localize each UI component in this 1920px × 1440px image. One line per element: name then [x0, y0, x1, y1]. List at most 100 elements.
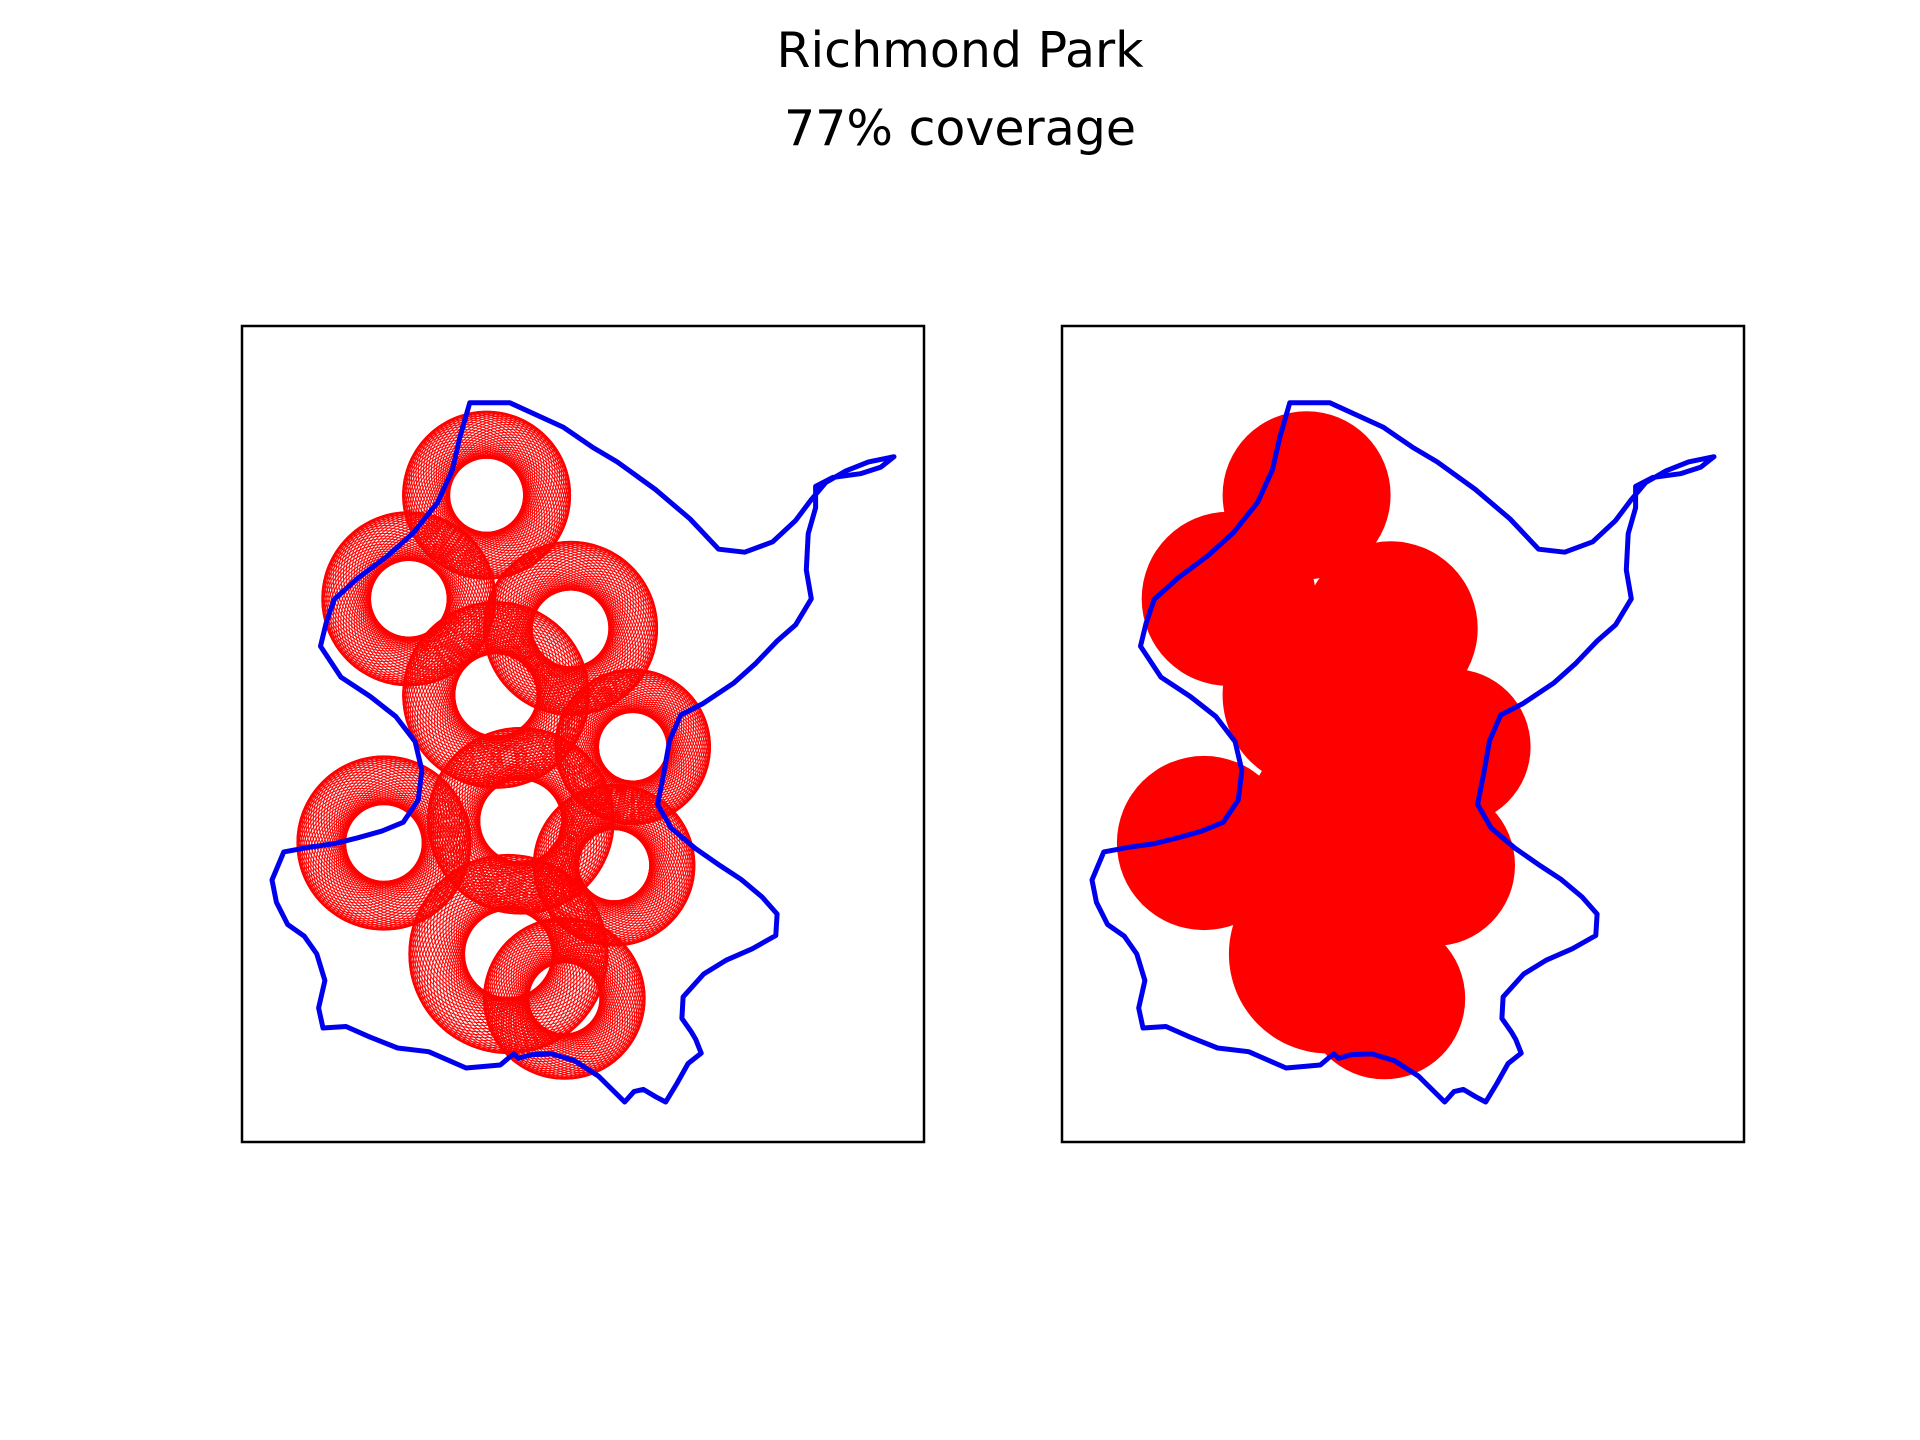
- coverage-circle-ring: [303, 797, 430, 924]
- coverage-circle-ring: [521, 955, 639, 1074]
- coverage-disc-6: [1116, 755, 1292, 931]
- coverage-circle-ring: [567, 787, 685, 905]
- coverage-disc-10: [1303, 917, 1466, 1080]
- coverage-circle-ring: [560, 784, 678, 902]
- coverage-circle-ring: [594, 678, 708, 792]
- coverage-circle-ring: [353, 512, 481, 639]
- coverage-circle-ring: [416, 901, 561, 1046]
- coverage-circle-ring: [442, 417, 565, 540]
- coverage-circle-ring: [462, 872, 607, 1017]
- coverage-circle-ring: [527, 932, 645, 1050]
- coverage-circle-ring: [307, 759, 435, 886]
- chart-title: Richmond Park: [776, 22, 1144, 79]
- left-panel: [240, 324, 926, 1144]
- coverage-circle-ring: [439, 603, 575, 740]
- coverage-circle-ring: [328, 518, 455, 645]
- coverage-circle-ring: [447, 426, 570, 549]
- coverage-circle-ring: [589, 673, 703, 787]
- coverage-circle-ring: [433, 412, 556, 534]
- coverage-circle-ring: [486, 927, 604, 1046]
- coverage-circle-ring: [331, 757, 458, 885]
- coverage-circle-ring: [409, 645, 546, 782]
- coverage-circle-ring: [325, 522, 452, 649]
- coverage-circle-ring: [513, 918, 631, 1036]
- park-boundary-line: [269, 400, 897, 1105]
- coverage-circle-ring: [403, 618, 539, 755]
- coverage-circle-ring: [593, 676, 707, 790]
- coverage-circle-ring: [351, 511, 478, 639]
- coverage-circle-ring: [461, 869, 606, 1015]
- coverage-circle-ring: [585, 670, 699, 784]
- coverage-circle-ring: [444, 419, 566, 542]
- coverage-circle-ring: [524, 927, 643, 1046]
- coverage-circle-ring: [562, 785, 681, 903]
- coverage-circle-ring: [524, 548, 651, 675]
- coverage-circle-outlines-3: [483, 540, 659, 716]
- coverage-circle-ring: [595, 680, 709, 794]
- coverage-circle-ring: [435, 413, 558, 535]
- coverage-circle-ring: [323, 525, 451, 652]
- coverage-circle-ring: [326, 520, 453, 647]
- coverage-circle-ring: [449, 431, 571, 554]
- coverage-circle-outlines-8: [532, 783, 696, 947]
- coverage-circle-ring: [341, 766, 468, 894]
- coverage-circle-ring: [528, 552, 655, 679]
- coverage-circle-ring: [366, 522, 493, 649]
- coverage-circle-ring: [517, 920, 636, 1038]
- coverage-circle-outlines-1: [402, 410, 572, 580]
- chart-subtitle: 77% coverage: [784, 100, 1136, 157]
- coverage-circle-ring: [526, 929, 644, 1048]
- coverage-circle-ring: [487, 925, 606, 1043]
- right-panel: [1060, 324, 1746, 1144]
- coverage-circle-ring: [300, 766, 427, 894]
- coverage-circle-ring: [521, 923, 639, 1042]
- coverage-circle-outlines-2: [321, 511, 497, 687]
- coverage-circle-ring: [587, 671, 701, 785]
- coverage-circle-ring: [434, 601, 570, 738]
- coverage-circle-outlines-10: [483, 917, 646, 1080]
- coverage-circle-ring: [297, 771, 425, 899]
- coverage-circle-ring: [575, 796, 694, 915]
- coverage-circle-ring: [448, 611, 584, 747]
- coverage-circle-ring: [528, 937, 646, 1055]
- coverage-circle-ring: [591, 674, 705, 788]
- coverage-circle-ring: [322, 527, 449, 654]
- coverage-circle-ring: [442, 450, 565, 573]
- coverage-circle-ring: [438, 414, 561, 537]
- coverage-circle-ring: [576, 799, 695, 917]
- coverage-circle-ring: [577, 804, 696, 922]
- coverage-circle-ring: [430, 411, 553, 534]
- coverage-circle-ring: [364, 520, 492, 647]
- coverage-circle-ring: [484, 932, 602, 1050]
- coverage-circle-ring: [442, 605, 578, 741]
- coverage-circle-ring: [332, 515, 460, 642]
- coverage-circle-ring: [519, 922, 638, 1040]
- coverage-circle-ring: [339, 764, 467, 891]
- coverage-circle-ring: [479, 750, 615, 886]
- coverage-circle-ring: [581, 669, 695, 783]
- coverage-circle-ring: [298, 769, 426, 896]
- coverage-circle-ring: [523, 925, 641, 1043]
- coverage-circle-ring: [407, 419, 530, 542]
- coverage-circle-ring: [571, 790, 689, 908]
- left-panel-plot-area: [269, 400, 897, 1105]
- coverage-circle-ring: [336, 760, 463, 888]
- coverage-circle-ring: [583, 669, 697, 783]
- coverage-circle-ring: [515, 919, 633, 1037]
- coverage-circle-ring: [569, 788, 687, 907]
- park-boundary-line: [1089, 400, 1717, 1105]
- coverage-circle-ring: [489, 923, 607, 1042]
- coverage-circle-ring: [444, 606, 580, 743]
- coverage-circle-ring: [328, 756, 456, 884]
- coverage-circle-ring: [440, 415, 563, 538]
- coverage-circle-ring: [510, 917, 629, 1035]
- coverage-circle-ring: [539, 790, 657, 908]
- coverage-circle-ring: [536, 794, 654, 912]
- coverage-circle-ring: [471, 771, 607, 907]
- coverage-circle-ring: [565, 786, 683, 904]
- coverage-circle-ring: [446, 645, 583, 782]
- coverage-circle-ring: [573, 792, 691, 910]
- coverage-circle-ring: [446, 608, 583, 745]
- right-panel-plot-area: [1089, 400, 1717, 1105]
